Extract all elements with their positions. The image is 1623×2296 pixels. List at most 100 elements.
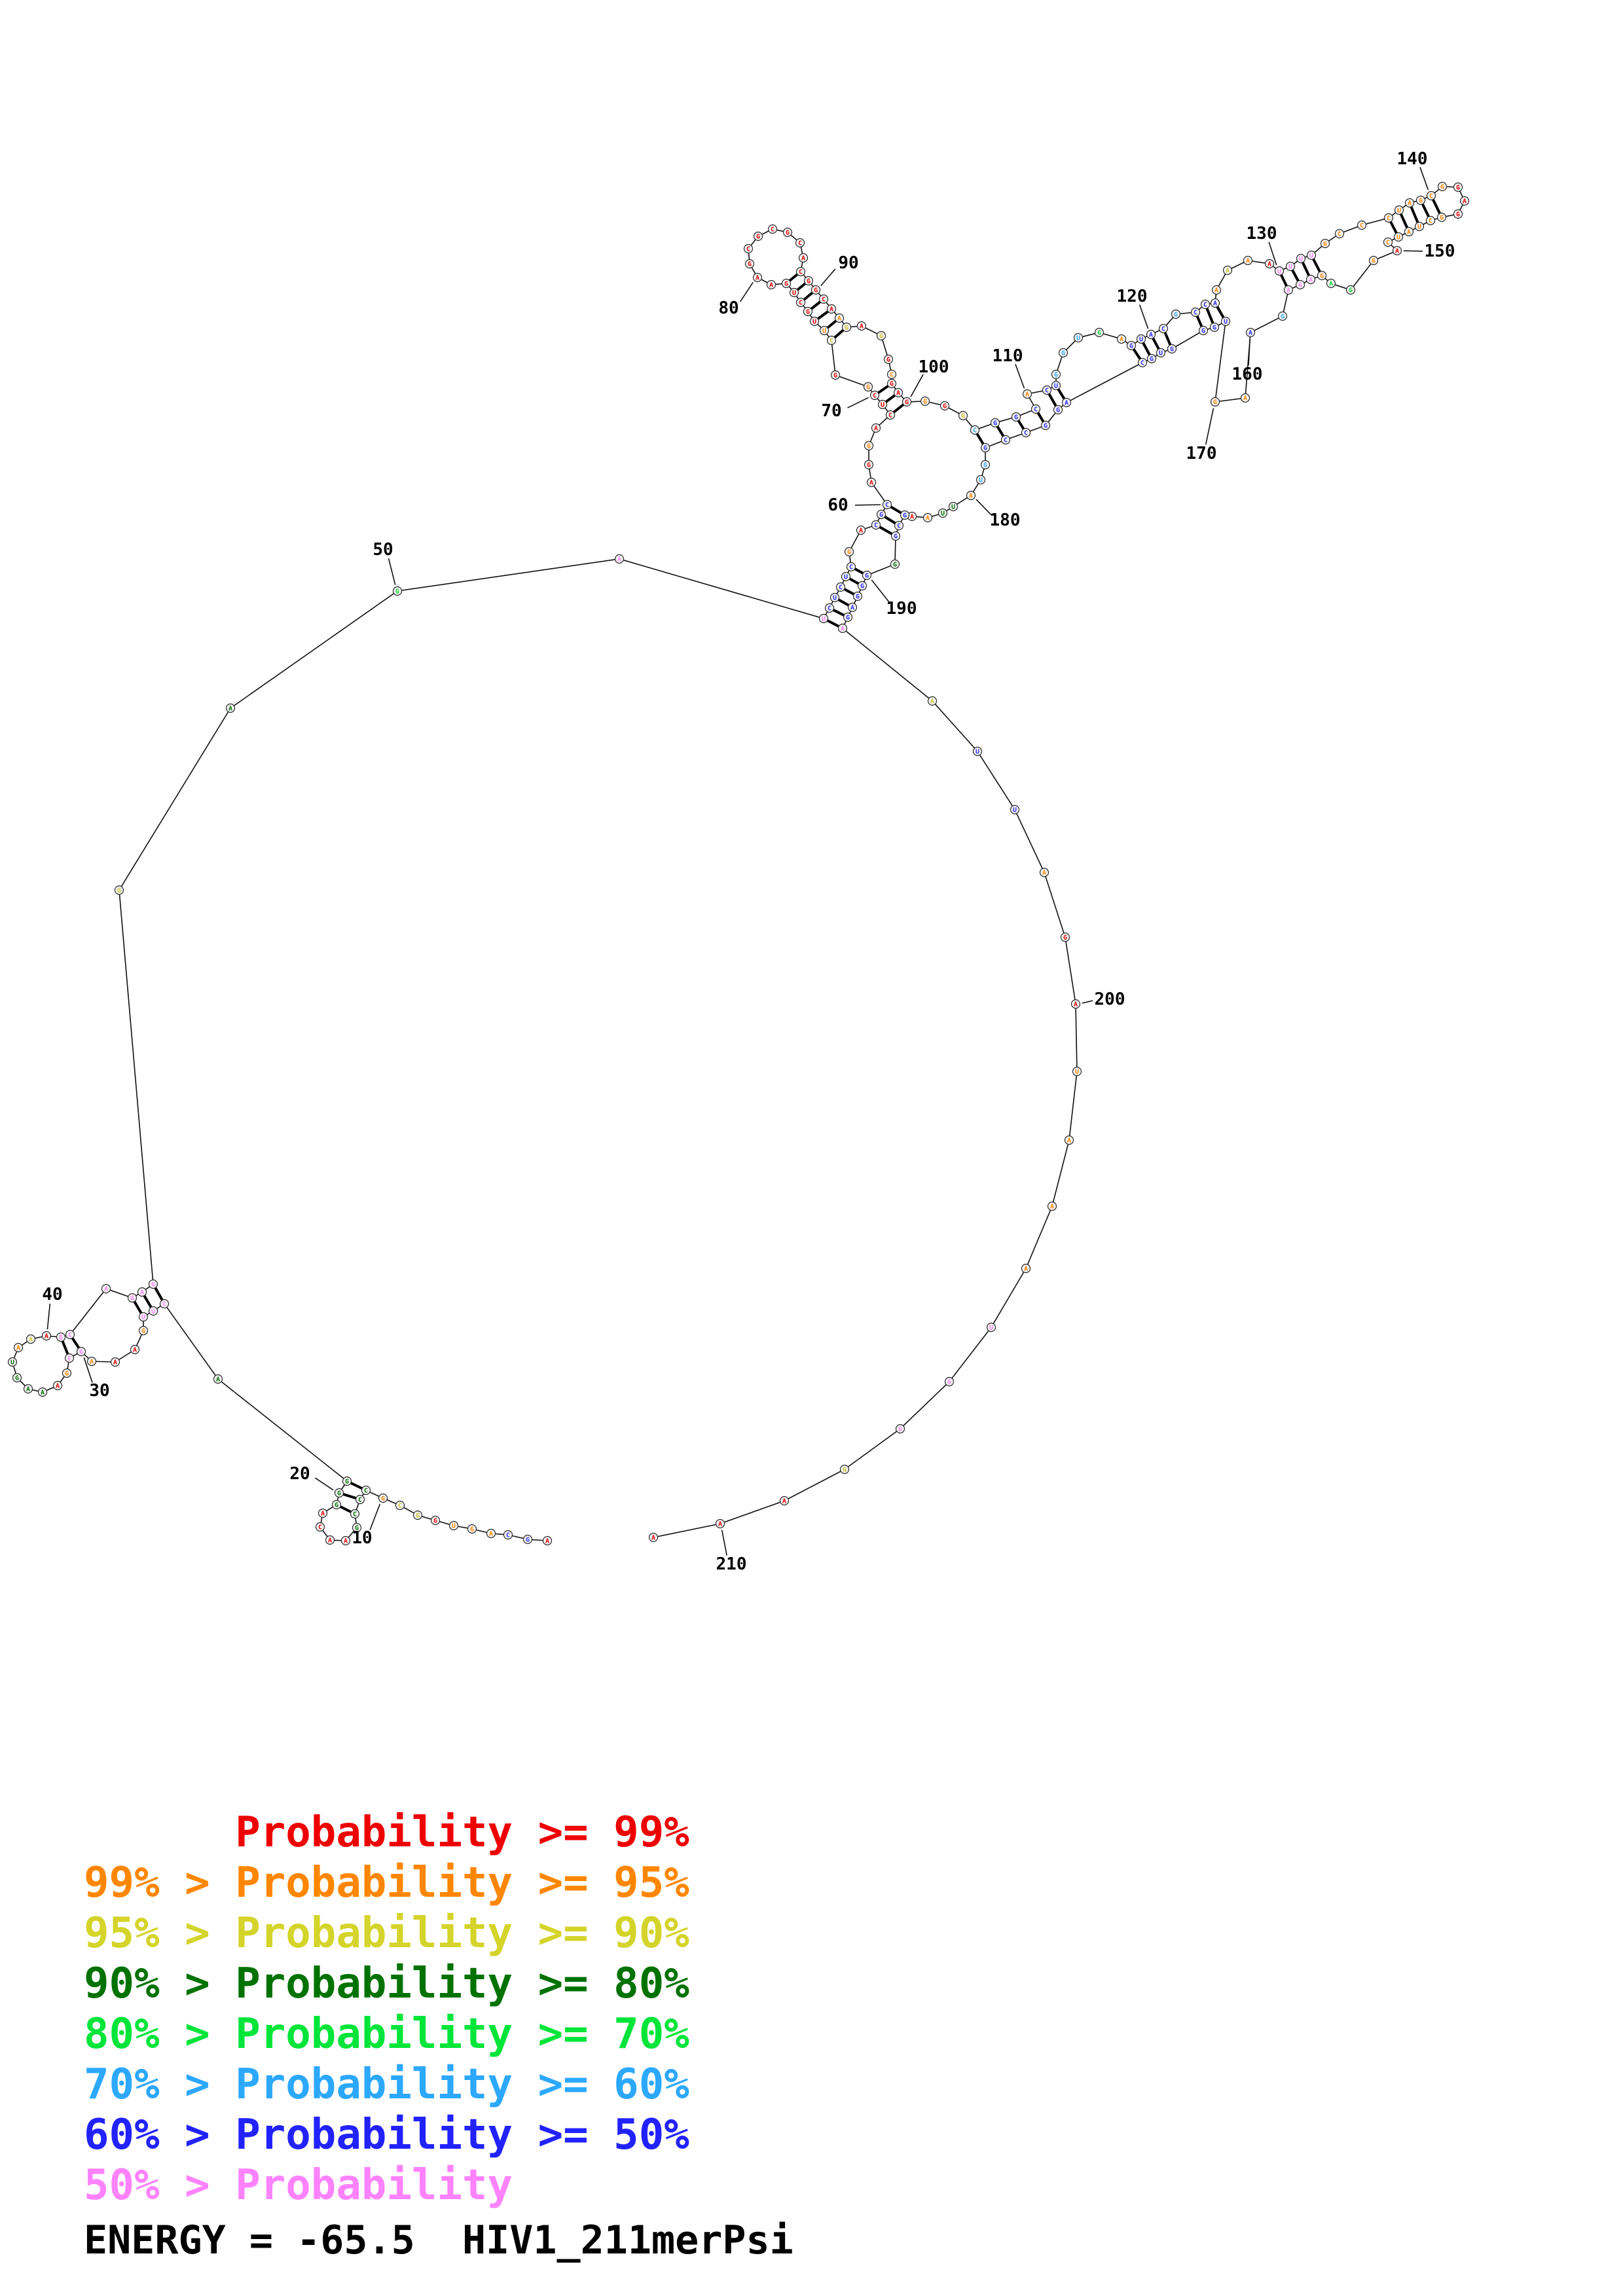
nucleotide-circle	[857, 581, 867, 591]
nucleotide-letter: A	[1226, 267, 1230, 274]
nucleotide-circle	[846, 562, 856, 572]
nucleotide-letter: A	[801, 255, 805, 262]
nucleotide-letter: A	[1050, 1203, 1054, 1210]
nucleotide-letter: G	[345, 1478, 349, 1485]
nucleotide-letter: U	[951, 503, 955, 511]
nucleotide-letter: C	[1034, 406, 1038, 413]
nucleotide-letter: G	[748, 260, 752, 268]
label-pointer-line	[314, 1477, 334, 1491]
nucleotide-letter: C	[839, 584, 843, 591]
legend-entry-8: 50% > Probability	[84, 2161, 513, 2210]
nucleotide-circle	[882, 499, 892, 510]
nucleotide-letter: G	[1061, 350, 1065, 357]
nucleotide-circle	[1094, 327, 1104, 338]
nucleotide-letter: A	[489, 1530, 493, 1537]
nucleotide-letter: C	[890, 371, 894, 378]
nucleotide-circle	[315, 1522, 325, 1532]
nucleotide-letter: U	[1139, 336, 1143, 343]
nucleotide-circle	[803, 306, 813, 317]
nucleotide-circle	[819, 325, 830, 336]
nucleotide-circle	[830, 592, 840, 603]
nucleotide-letter: U	[1224, 318, 1228, 325]
nucleotide-letter: G	[381, 1495, 385, 1502]
probability-legend: Probability >= 99% 99% > Probability >= 9…	[84, 1808, 689, 2211]
nucleotide-letter: C	[1429, 192, 1433, 200]
legend-entry-4: 90% > Probability >= 80%	[84, 1960, 689, 2008]
nucleotide-circle	[1334, 228, 1345, 239]
legend-entry-5: 80% > Probability >= 70%	[84, 2010, 689, 2058]
nucleotide-circle	[803, 276, 814, 286]
nucleotide-letter: A	[930, 698, 934, 705]
nucleotide-letter: C	[1045, 387, 1049, 394]
nucleotide-circle	[1022, 389, 1032, 399]
nucleotide-circle	[970, 425, 980, 435]
nucleotide-circle	[835, 582, 846, 592]
nucleotide-letter: A	[969, 492, 973, 499]
nucleotide-letter: A	[1407, 228, 1411, 236]
nucleotide-circle	[1295, 279, 1305, 290]
nucleotide-letter: A	[104, 1285, 108, 1293]
position-label-210: 210	[716, 1554, 747, 1574]
label-pointer-line	[976, 499, 992, 516]
nucleotide-circle	[448, 1520, 459, 1531]
nucleotide-circle	[1042, 385, 1052, 395]
nucleotide-circle	[334, 1488, 344, 1498]
nucleotide-letter: G	[843, 1466, 847, 1473]
nucleotide-letter: G	[117, 887, 121, 894]
nucleotide-letter: A	[850, 604, 854, 611]
nucleotide-circle	[1357, 220, 1367, 230]
nucleotide-letter: A	[113, 1359, 117, 1366]
nucleotide-circle	[795, 297, 806, 308]
nucleotide-letter: G	[1440, 214, 1444, 221]
nucleotide-circle	[939, 401, 950, 411]
legend-entry-6: 70% > Probability >= 60%	[84, 2060, 689, 2109]
label-pointer-line	[1082, 1000, 1093, 1004]
nucleotide-circle	[876, 509, 886, 520]
nucleotide-letter: U	[941, 510, 945, 517]
nucleotide-circle	[1415, 195, 1426, 206]
nucleotide-letter: C	[1429, 217, 1432, 224]
label-pointer-line	[1248, 338, 1251, 366]
backbone-path	[12, 186, 1465, 1541]
nucleotide-circle	[26, 1334, 36, 1344]
label-pointer-line	[1419, 167, 1429, 190]
nucleotide-circle	[1404, 198, 1415, 208]
nucleotide-letter: A	[1042, 869, 1046, 876]
nucleotide-circle	[148, 1279, 158, 1289]
nucleotide-letter: C	[799, 268, 803, 276]
nucleotide-letter: G	[395, 588, 399, 595]
nucleotide-circle	[37, 1387, 48, 1397]
nucleotide-circle	[876, 331, 886, 341]
nucleotide-circle	[795, 266, 806, 277]
nucleotide-circle	[966, 490, 976, 501]
nucleotide-circle	[948, 501, 958, 512]
nucleotide-circle	[1072, 1066, 1082, 1077]
nucleotide-letter: G	[865, 572, 869, 579]
nucleotide-letter: A	[837, 315, 841, 322]
nucleotide-letter: A	[1329, 280, 1333, 287]
nucleotide-circle	[841, 571, 851, 582]
nucleotide-letter: U	[989, 1324, 993, 1331]
nucleotide-circle	[843, 612, 853, 622]
nucleotide-letter: U	[452, 1522, 456, 1530]
nucleotide-letter: C	[849, 564, 853, 571]
nucleotide-letter: G	[1056, 406, 1060, 414]
nucleotide-letter: A	[1024, 1265, 1028, 1272]
nucleotide-circle	[1306, 250, 1317, 260]
nucleotide-circle	[779, 1496, 790, 1506]
nucleotide-circle	[1436, 212, 1447, 223]
position-label-170: 170	[1186, 444, 1217, 463]
nucleotide-letter: G	[151, 1281, 155, 1288]
nucleotide-circle	[1296, 253, 1306, 264]
nucleotide-circle	[767, 224, 778, 234]
nucleotide-circle	[1051, 369, 1061, 380]
nucleotide-circle	[1222, 265, 1233, 276]
nucleotide-letter: G	[1281, 313, 1285, 320]
nucleotide-circle	[355, 1494, 365, 1505]
nucleotide-letter: C	[506, 1532, 510, 1539]
nucleotide-letter: C	[873, 392, 877, 399]
nucleotide-circle	[1453, 209, 1463, 219]
nucleotide-letter: A	[45, 1333, 48, 1340]
nucleotide-circle	[744, 259, 755, 269]
nucleotide-circle	[138, 1325, 149, 1336]
